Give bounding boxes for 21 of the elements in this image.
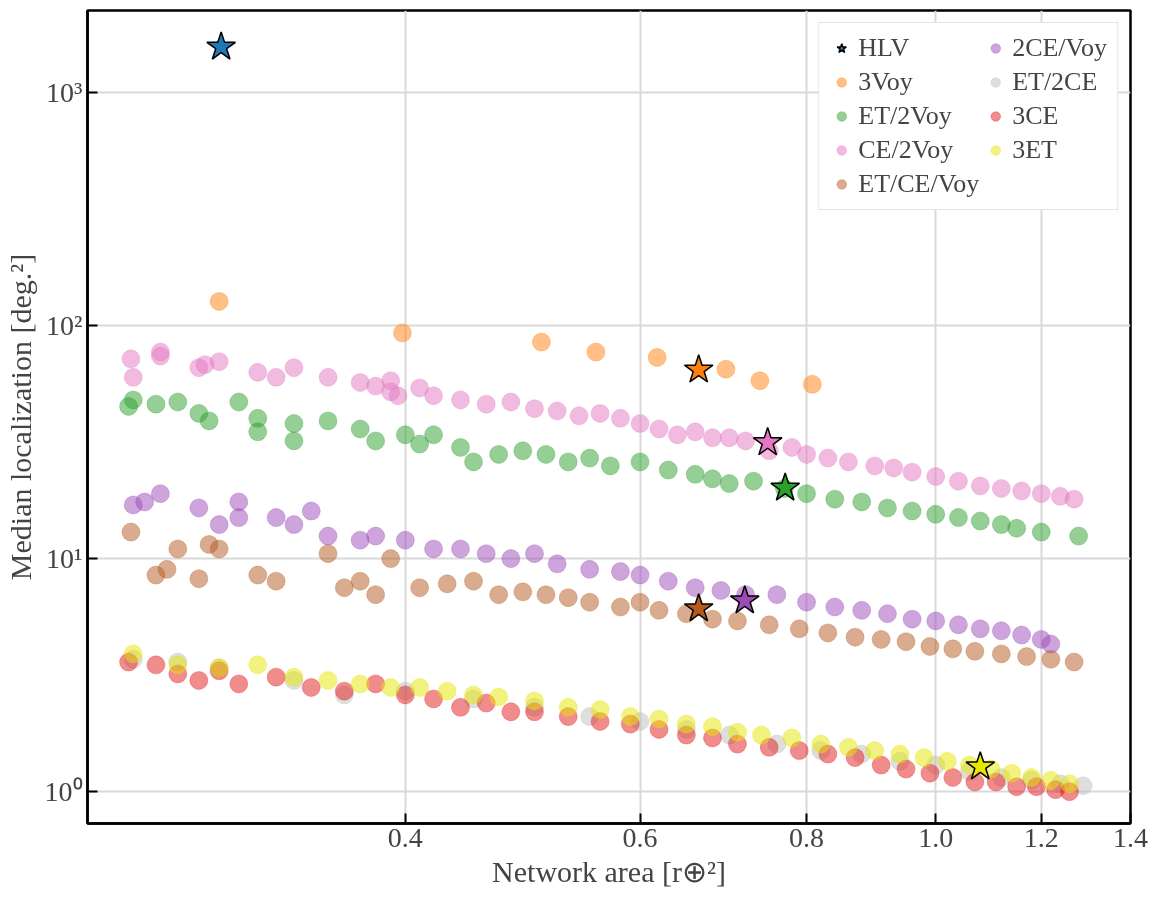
x-tick-label: 1.4 [1113, 821, 1148, 853]
y-tick-label: 10⁰ [44, 776, 83, 808]
y-tick-label: 10² [46, 310, 83, 342]
legend-label: 2CE/Voy [1012, 33, 1107, 63]
x-tick-label: 1.0 [918, 821, 954, 853]
legend-label: 3ET [1012, 135, 1057, 165]
y-tick-label: 10¹ [46, 543, 83, 575]
legend-label: ET/2CE [1012, 67, 1098, 97]
legend-label: ET/CE/Voy [858, 169, 980, 199]
x-axis-title: Network area [r⊕²] [492, 854, 726, 888]
x-tick-label: 0.6 [622, 821, 658, 853]
legend-label: 3CE [1012, 101, 1059, 131]
x-tick-label: 0.4 [387, 821, 423, 853]
legend-label: HLV [858, 33, 910, 63]
x-tick-label: 0.8 [789, 821, 825, 853]
x-tick-label: 1.2 [1023, 821, 1059, 853]
y-axis-title: Median localization [deg.²] [3, 253, 37, 581]
y-tick-label: 10³ [46, 77, 83, 109]
legend-label: CE/2Voy [858, 135, 954, 165]
legend-label: ET/2Voy [858, 101, 952, 131]
legend-label: 3Voy [858, 67, 913, 97]
